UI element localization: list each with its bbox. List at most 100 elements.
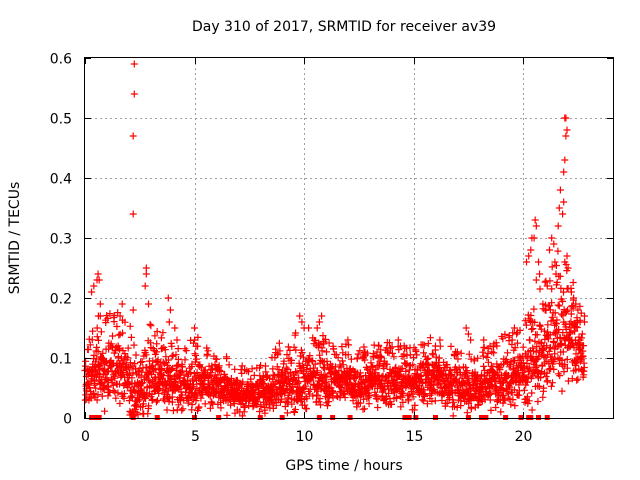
data-point xyxy=(504,390,512,398)
data-point-outlier xyxy=(574,354,582,362)
data-point xyxy=(547,365,555,372)
data-point xyxy=(539,393,547,401)
data-point xyxy=(511,402,519,410)
data-point xyxy=(574,375,582,383)
data-point xyxy=(211,361,219,368)
data-point xyxy=(457,349,465,357)
data-point xyxy=(361,356,369,364)
zero-marker xyxy=(130,415,136,420)
data-point xyxy=(543,369,551,377)
data-point xyxy=(555,302,563,310)
data-point-outlier xyxy=(130,90,138,98)
data-point xyxy=(546,277,554,285)
data-point xyxy=(402,367,410,375)
data-point xyxy=(168,398,176,406)
data-point xyxy=(208,399,216,407)
data-point xyxy=(84,346,92,353)
data-point xyxy=(93,333,101,341)
data-point xyxy=(563,364,571,372)
data-point xyxy=(409,361,417,369)
data-point xyxy=(178,406,186,414)
data-point xyxy=(557,284,565,292)
zero-marker xyxy=(96,415,102,420)
data-point xyxy=(420,397,428,405)
data-point xyxy=(213,355,221,363)
data-point xyxy=(93,324,101,332)
data-point xyxy=(111,346,119,354)
data-point xyxy=(390,353,398,361)
data-point xyxy=(174,356,182,363)
data-point xyxy=(526,336,534,344)
data-point xyxy=(142,351,150,359)
data-point xyxy=(137,358,145,366)
data-point xyxy=(384,348,392,356)
data-point-outlier xyxy=(394,336,402,344)
data-point-outlier xyxy=(90,282,98,290)
zero-marker xyxy=(279,415,285,420)
data-point xyxy=(554,301,562,309)
data-point xyxy=(529,325,537,333)
data-point xyxy=(329,388,337,396)
data-point xyxy=(193,369,201,376)
zero-marker xyxy=(89,415,95,420)
data-point-outlier xyxy=(564,264,572,272)
data-point xyxy=(474,354,482,362)
data-point xyxy=(487,406,495,414)
data-point xyxy=(383,360,391,368)
data-point xyxy=(163,406,171,414)
y-tick-label: 0 xyxy=(63,412,72,428)
data-point xyxy=(316,395,324,403)
data-point-outlier xyxy=(543,282,551,290)
data-point xyxy=(320,340,328,348)
data-point-outlier xyxy=(129,306,137,314)
data-point xyxy=(467,405,475,413)
data-point xyxy=(106,310,114,318)
x-tick-label: 10 xyxy=(296,429,314,445)
zero-marker xyxy=(347,415,353,420)
data-point xyxy=(524,393,531,401)
data-point xyxy=(191,350,199,358)
data-point xyxy=(338,343,346,351)
data-point xyxy=(266,374,273,382)
data-point xyxy=(188,401,196,408)
data-point xyxy=(372,366,380,374)
data-point xyxy=(327,384,335,392)
data-point xyxy=(116,345,124,353)
data-point xyxy=(94,369,102,377)
data-point xyxy=(525,397,533,405)
data-point xyxy=(165,356,172,364)
data-point xyxy=(302,382,310,390)
data-point xyxy=(146,320,154,328)
data-point xyxy=(522,321,530,329)
data-point xyxy=(558,387,566,395)
data-point xyxy=(282,364,290,372)
data-point xyxy=(519,343,527,351)
data-point xyxy=(542,373,550,380)
data-point xyxy=(292,368,300,376)
data-point xyxy=(89,327,97,335)
data-point xyxy=(405,395,412,403)
data-point xyxy=(158,365,166,373)
data-point xyxy=(109,381,117,389)
data-point xyxy=(572,323,580,331)
data-point xyxy=(94,391,102,398)
data-point xyxy=(431,397,439,405)
data-point xyxy=(497,408,505,416)
data-point-outlier xyxy=(88,288,96,296)
data-point xyxy=(492,339,500,347)
data-point xyxy=(172,351,180,359)
data-point xyxy=(187,369,195,377)
data-point xyxy=(145,402,153,410)
data-point xyxy=(454,355,462,363)
data-point-outlier xyxy=(576,336,584,344)
zero-marker xyxy=(483,415,489,420)
data-point xyxy=(448,382,456,390)
data-point xyxy=(550,339,558,346)
data-point xyxy=(315,398,323,406)
data-point xyxy=(480,362,488,370)
data-point xyxy=(195,403,203,411)
data-point xyxy=(507,400,515,408)
data-point xyxy=(365,400,373,408)
data-point xyxy=(511,357,519,365)
data-point xyxy=(426,391,434,399)
